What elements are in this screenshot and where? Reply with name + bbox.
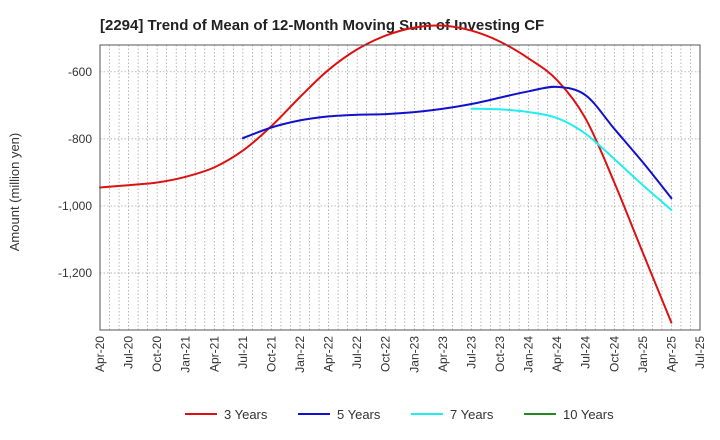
x-tick-label: Oct-21 (264, 336, 278, 372)
legend-label-10-years: 10 Years (563, 407, 614, 422)
chart-title: [2294] Trend of Mean of 12-Month Moving … (100, 17, 544, 34)
series-line-5-years (241, 85, 673, 200)
legend-label-3-years: 3 Years (224, 407, 268, 422)
x-tick-label: Jan-23 (407, 336, 421, 373)
x-tick-labels: Apr-20 Jul-20 Oct-20 Jan-21 Apr-21 Jul-21 Oct-… (93, 336, 707, 373)
x-tick-label: Jan-24 (522, 336, 536, 373)
x-tick-label: Oct-22 (379, 336, 393, 372)
y-tick-labels: -600 -800 -1,000 -1,200 (58, 65, 92, 280)
x-tick-label: Jul-24 (579, 336, 593, 369)
x-tick-label: Oct-20 (150, 336, 164, 372)
x-tick-label: Jul-21 (236, 336, 250, 369)
plot-frame (99, 44, 701, 331)
legend-label-7-years: 7 Years (450, 407, 494, 422)
series-lines (99, 24, 673, 324)
x-tick-label: Jan-21 (179, 336, 193, 373)
y-axis-label: Amount (million yen) (7, 133, 22, 252)
x-tick-label: Apr-22 (322, 336, 336, 372)
series-line-3-years (99, 24, 673, 324)
y-tick-label: -1,200 (58, 266, 92, 280)
x-tick-label: Jan-22 (293, 336, 307, 373)
y-tick-label: -1,000 (58, 199, 92, 213)
x-tick-label: Jul-22 (350, 336, 364, 369)
x-tick-label: Apr-23 (436, 336, 450, 372)
grid (99, 45, 701, 330)
series-line-7-years (470, 107, 673, 211)
x-tick-label: Apr-25 (664, 336, 678, 372)
x-tick-label: Apr-20 (93, 336, 107, 372)
x-tick-label: Jan-25 (636, 336, 650, 373)
x-tick-label: Jul-20 (122, 336, 136, 369)
x-tick-label: Oct-24 (607, 336, 621, 372)
x-tick-label: Apr-24 (550, 336, 564, 372)
x-tick-label: Jul-25 (693, 336, 707, 369)
legend: 3 Years 5 Years 7 Years 10 Years (185, 407, 614, 422)
y-tick-label: -600 (68, 65, 92, 79)
x-tick-label: Apr-21 (207, 336, 221, 372)
legend-label-5-years: 5 Years (337, 407, 381, 422)
x-tick-label: Jul-23 (464, 336, 478, 369)
y-tick-label: -800 (68, 132, 92, 146)
x-tick-label: Oct-23 (493, 336, 507, 372)
